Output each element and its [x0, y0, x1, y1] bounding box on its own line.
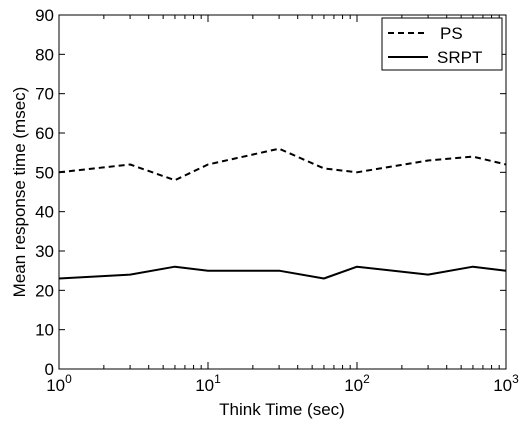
- x-tick-base: 10: [344, 376, 363, 395]
- x-tick-base: 10: [195, 376, 214, 395]
- x-tick-label-1000: 103: [493, 372, 519, 395]
- y-tick-label-0: 0: [45, 360, 54, 379]
- y-axis-label: Mean response time (msec): [10, 87, 29, 298]
- series-line-ps: [58, 147, 507, 182]
- y-tick-label-50: 50: [35, 163, 54, 182]
- y-tick-label-80: 80: [35, 45, 54, 64]
- legend-label-srpt: SRPT: [437, 48, 482, 67]
- series-layer: [58, 147, 507, 280]
- x-tick-exponent: 1: [214, 372, 221, 386]
- x-tick-exponent: 2: [363, 372, 370, 386]
- y-tick-label-20: 20: [35, 281, 54, 300]
- x-tick-exponent: 3: [512, 372, 519, 386]
- x-tick-base: 10: [493, 376, 512, 395]
- x-tick-label-10: 101: [195, 372, 221, 395]
- x-axis-label: Think Time (sec): [219, 400, 345, 419]
- x-tick-base: 10: [46, 376, 65, 395]
- legend: PS SRPT: [381, 17, 503, 71]
- y-tick-label-60: 60: [35, 124, 54, 143]
- y-tick-label-40: 40: [35, 203, 54, 222]
- y-tick-label-90: 90: [35, 6, 54, 25]
- legend-label-ps: PS: [440, 24, 463, 43]
- y-tick-label-10: 10: [35, 321, 54, 340]
- y-axis-ticks: 0 10 20 30 40 50 60 70 80 90: [35, 6, 506, 379]
- series-line-srpt: [58, 265, 507, 280]
- x-tick-label-100: 102: [344, 372, 370, 395]
- legend-box: [381, 17, 503, 71]
- plot-area: [58, 14, 507, 370]
- y-tick-label-70: 70: [35, 85, 54, 104]
- x-tick-label-1: 100: [46, 372, 72, 395]
- x-tick-exponent: 0: [65, 372, 72, 386]
- y-tick-label-30: 30: [35, 242, 54, 261]
- x-axis-ticks: 100 101 102 103: [46, 15, 519, 395]
